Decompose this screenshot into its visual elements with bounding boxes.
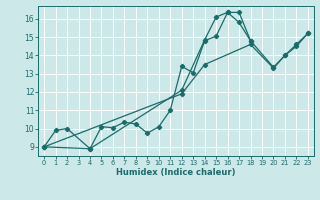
X-axis label: Humidex (Indice chaleur): Humidex (Indice chaleur) — [116, 168, 236, 177]
